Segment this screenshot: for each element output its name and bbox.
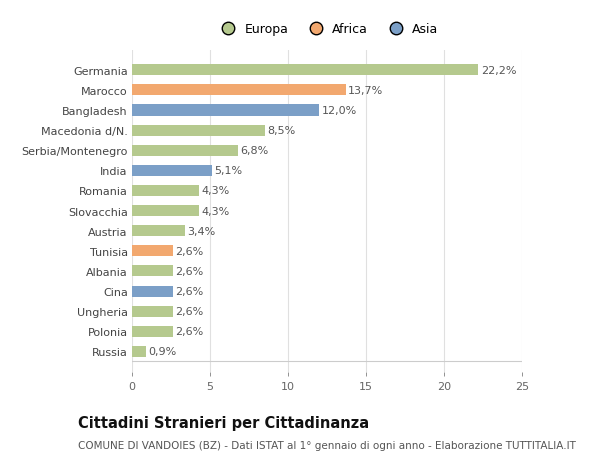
Text: 22,2%: 22,2% xyxy=(481,66,516,76)
Bar xyxy=(132,306,173,317)
Text: 0,9%: 0,9% xyxy=(148,347,176,357)
Text: COMUNE DI VANDOIES (BZ) - Dati ISTAT al 1° gennaio di ogni anno - Elaborazione T: COMUNE DI VANDOIES (BZ) - Dati ISTAT al … xyxy=(78,440,576,450)
Text: 5,1%: 5,1% xyxy=(214,166,242,176)
Text: Cittadini Stranieri per Cittadinanza: Cittadini Stranieri per Cittadinanza xyxy=(78,415,369,431)
Text: 12,0%: 12,0% xyxy=(322,106,357,116)
Text: 4,3%: 4,3% xyxy=(202,206,230,216)
Text: 3,4%: 3,4% xyxy=(187,226,215,236)
Text: 2,6%: 2,6% xyxy=(175,327,203,336)
Bar xyxy=(132,125,265,136)
Bar xyxy=(132,346,146,357)
Bar xyxy=(132,226,185,237)
Legend: Europa, Africa, Asia: Europa, Africa, Asia xyxy=(211,18,443,41)
Text: 4,3%: 4,3% xyxy=(202,186,230,196)
Text: 6,8%: 6,8% xyxy=(241,146,269,156)
Bar xyxy=(132,165,212,177)
Text: 13,7%: 13,7% xyxy=(348,86,383,95)
Text: 8,5%: 8,5% xyxy=(267,126,295,136)
Text: 2,6%: 2,6% xyxy=(175,246,203,256)
Bar xyxy=(132,105,319,116)
Bar xyxy=(132,206,199,217)
Bar xyxy=(132,85,346,96)
Bar xyxy=(132,146,238,157)
Bar xyxy=(132,326,173,337)
Bar xyxy=(132,65,478,76)
Text: 2,6%: 2,6% xyxy=(175,266,203,276)
Bar xyxy=(132,246,173,257)
Text: 2,6%: 2,6% xyxy=(175,286,203,297)
Bar xyxy=(132,185,199,196)
Text: 2,6%: 2,6% xyxy=(175,307,203,317)
Bar xyxy=(132,266,173,277)
Bar xyxy=(132,286,173,297)
